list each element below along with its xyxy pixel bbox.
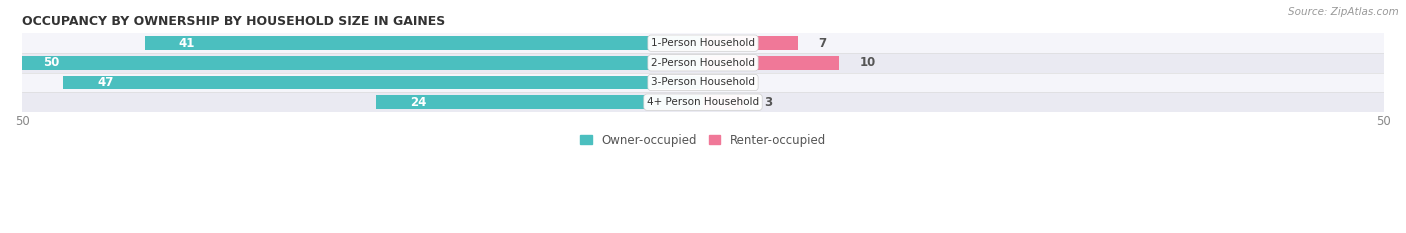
- Text: 2-Person Household: 2-Person Household: [651, 58, 755, 68]
- Bar: [145, 36, 703, 50]
- Text: 47: 47: [97, 76, 114, 89]
- Bar: [22, 92, 1384, 112]
- Text: 10: 10: [859, 56, 876, 69]
- Bar: [22, 53, 1384, 73]
- Text: 24: 24: [411, 96, 426, 109]
- Text: 41: 41: [179, 37, 195, 50]
- Bar: [703, 56, 839, 70]
- Bar: [22, 73, 1384, 92]
- Text: 4+ Person Household: 4+ Person Household: [647, 97, 759, 107]
- Bar: [63, 75, 703, 89]
- Text: 3: 3: [765, 96, 772, 109]
- Text: 3-Person Household: 3-Person Household: [651, 78, 755, 87]
- Text: 1-Person Household: 1-Person Household: [651, 38, 755, 48]
- Bar: [703, 36, 799, 50]
- Text: 0: 0: [724, 76, 731, 89]
- Text: 7: 7: [818, 37, 827, 50]
- Bar: [377, 95, 703, 109]
- Text: OCCUPANCY BY OWNERSHIP BY HOUSEHOLD SIZE IN GAINES: OCCUPANCY BY OWNERSHIP BY HOUSEHOLD SIZE…: [22, 15, 446, 28]
- Text: Source: ZipAtlas.com: Source: ZipAtlas.com: [1288, 7, 1399, 17]
- Bar: [22, 56, 703, 70]
- Legend: Owner-occupied, Renter-occupied: Owner-occupied, Renter-occupied: [579, 134, 827, 147]
- Text: 50: 50: [42, 56, 59, 69]
- Bar: [22, 33, 1384, 53]
- Bar: [703, 95, 744, 109]
